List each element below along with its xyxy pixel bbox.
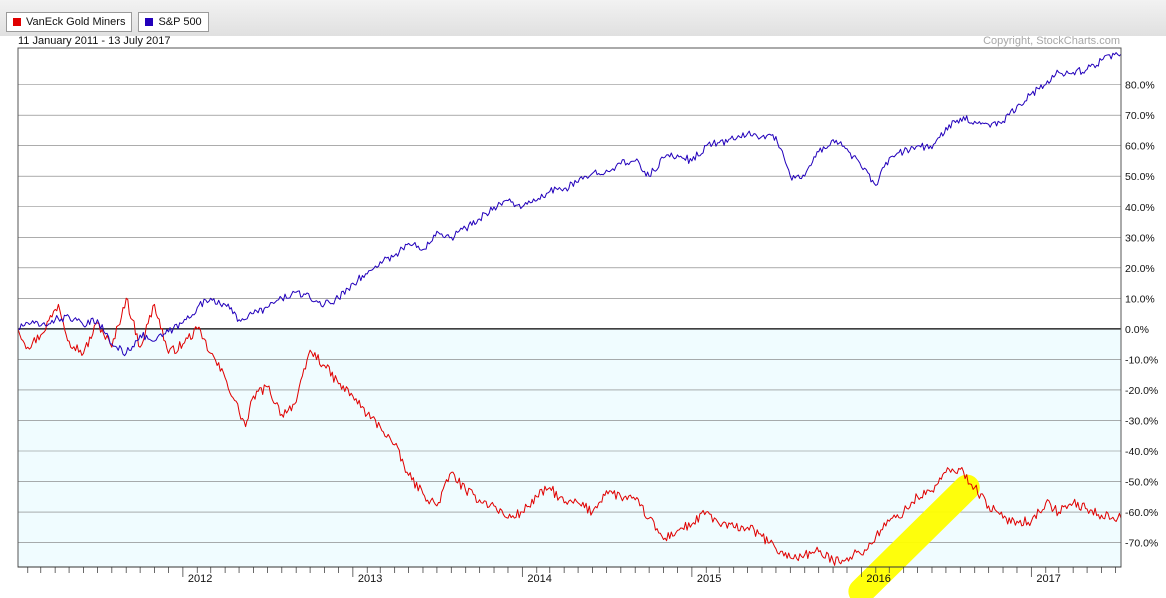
x-tick-label: 2014: [527, 573, 551, 585]
x-tick-label: 2017: [1036, 573, 1060, 585]
date-range: 11 January 2011 - 13 July 2017: [18, 35, 171, 47]
y-tick-label: 40.0%: [1125, 202, 1155, 214]
x-tick-label: 2016: [866, 573, 890, 585]
legend-swatch-gold-miners: [13, 18, 21, 26]
plot-area-white: [18, 48, 1121, 329]
y-tick-label: 30.0%: [1125, 232, 1155, 244]
x-tick-label: 2015: [697, 573, 721, 585]
series-line-gold-miners: [17, 297, 1122, 566]
y-tick-label: 70.0%: [1125, 110, 1155, 122]
y-tick-label: -20.0%: [1125, 385, 1158, 397]
grid-lines: [18, 84, 1121, 543]
legend: VanEck Gold Miners S&P 500: [6, 12, 209, 32]
y-tick-label: 10.0%: [1125, 293, 1155, 305]
x-tick-label: 2012: [188, 573, 212, 585]
y-tick-label: 80.0%: [1125, 80, 1155, 92]
y-tick-label: -60.0%: [1125, 507, 1158, 519]
y-tick-label: -70.0%: [1125, 538, 1158, 550]
axis-layer: 80.0% 70.0% 60.0% 50.0% 40.0% 30.0% 20.0% 10.0%…: [27, 80, 1158, 585]
highlight-layer: [848, 474, 980, 598]
legend-label-gold-miners: VanEck Gold Miners: [26, 16, 126, 28]
legend-item-gold-miners[interactable]: VanEck Gold Miners: [6, 12, 133, 32]
series-line-sp500: [17, 52, 1122, 357]
series-layer: [17, 52, 1122, 566]
plot-area-tinted: [18, 329, 1121, 567]
x-tick-label: 2013: [358, 573, 382, 585]
legend-swatch-sp500: [145, 18, 154, 26]
legend-label-sp500: S&P 500: [158, 16, 202, 28]
copyright: Copyright, StockCharts.com: [983, 35, 1120, 47]
highlight-marker: [848, 474, 980, 598]
y-tick-label: -40.0%: [1125, 446, 1158, 458]
y-tick-label: 50.0%: [1125, 171, 1155, 183]
legend-item-sp500[interactable]: S&P 500: [138, 12, 209, 32]
y-tick-label: -10.0%: [1125, 354, 1158, 366]
y-tick-label: 60.0%: [1125, 141, 1155, 153]
y-tick-label: -50.0%: [1125, 477, 1158, 489]
y-tick-label: -30.0%: [1125, 415, 1158, 427]
y-tick-label: 20.0%: [1125, 263, 1155, 275]
y-tick-label: 0.0%: [1125, 324, 1149, 336]
